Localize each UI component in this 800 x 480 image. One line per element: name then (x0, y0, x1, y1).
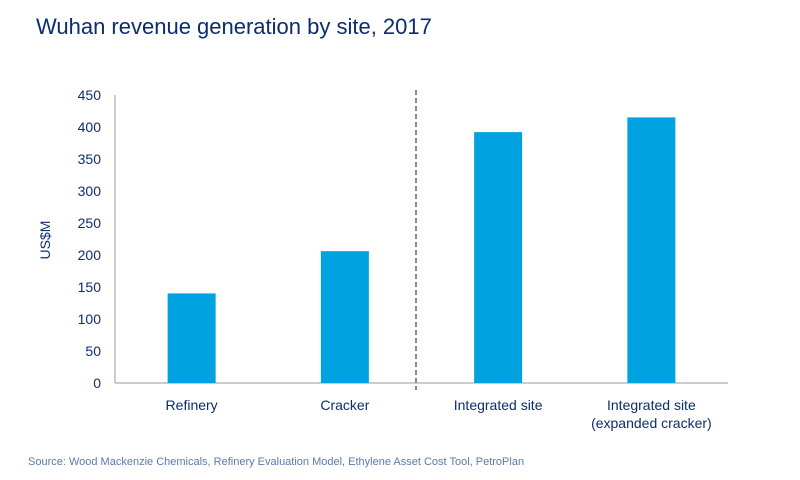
y-axis-label: US$M (37, 221, 53, 260)
source-note: Source: Wood Mackenzie Chemicals, Refine… (28, 456, 525, 468)
y-tick-label: 50 (85, 343, 101, 359)
bar (320, 251, 369, 383)
y-tick-label: 300 (78, 183, 102, 199)
x-category-label: (expanded cracker) (591, 415, 712, 431)
y-tick-label: 450 (78, 87, 102, 103)
x-category-label: Integrated site (607, 397, 696, 413)
y-tick-label: 100 (78, 311, 102, 327)
y-tick-label: 400 (78, 119, 102, 135)
bar (474, 132, 523, 383)
x-category-label: Cracker (320, 397, 369, 413)
y-tick-label: 350 (78, 151, 102, 167)
bar (167, 293, 216, 383)
bar (627, 117, 676, 384)
x-category-label: Refinery (166, 397, 218, 413)
y-tick-label: 0 (93, 375, 101, 391)
y-tick-label: 150 (78, 279, 102, 295)
x-category-label: Integrated site (454, 397, 543, 413)
y-tick-label: 250 (78, 215, 102, 231)
chart-title: Wuhan revenue generation by site, 2017 (36, 14, 432, 39)
y-tick-label: 200 (78, 247, 102, 263)
